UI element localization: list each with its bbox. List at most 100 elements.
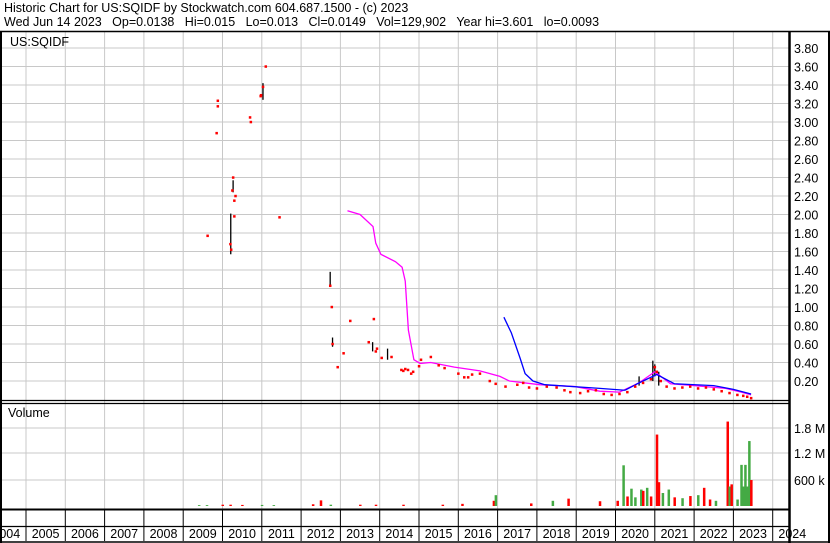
volume-bar bbox=[642, 490, 645, 506]
volume-bar bbox=[221, 504, 224, 506]
close-price-point bbox=[494, 382, 497, 386]
year-tick-label: 2005 bbox=[32, 527, 60, 541]
close-price-point bbox=[374, 350, 378, 353]
price-tick-label: 2.20 bbox=[794, 190, 818, 204]
year-tick-label: 2018 bbox=[543, 527, 571, 541]
year-tick-label: 2008 bbox=[150, 527, 178, 541]
chart-title: Historic Chart for US:SQIDF by Stockwatc… bbox=[4, 1, 409, 15]
close-price-point bbox=[411, 370, 415, 374]
close-price-point bbox=[633, 385, 637, 388]
volume-bar bbox=[319, 500, 323, 506]
moving-average-short-line bbox=[503, 316, 752, 395]
price-tick-label: 0.60 bbox=[794, 338, 818, 352]
close-price-point bbox=[720, 389, 723, 393]
volume-bar bbox=[702, 487, 706, 506]
year-tick-label: 2015 bbox=[425, 527, 453, 541]
volume-bar bbox=[728, 486, 731, 506]
close-price-point bbox=[569, 390, 572, 394]
close-price-point bbox=[330, 305, 334, 309]
volume-bar bbox=[311, 504, 315, 506]
close-price-point bbox=[404, 367, 407, 371]
volume-bar bbox=[740, 464, 743, 506]
price-tick-label: 2.40 bbox=[794, 172, 818, 186]
volume-bar bbox=[551, 500, 555, 506]
volume-bar bbox=[697, 495, 700, 506]
close-price-point bbox=[390, 355, 393, 359]
close-price-point bbox=[745, 395, 749, 399]
close-price-point bbox=[602, 392, 606, 396]
price-tick-label: 0.20 bbox=[794, 375, 818, 389]
volume-bar bbox=[657, 482, 661, 506]
price-tick-label: 0.40 bbox=[794, 357, 818, 371]
year-tick-label: 2009 bbox=[189, 527, 217, 541]
volume-bar bbox=[616, 500, 619, 506]
year-tick-label: 2013 bbox=[346, 527, 374, 541]
close-price-point bbox=[400, 368, 403, 372]
volume-bar bbox=[598, 501, 602, 506]
close-price-point bbox=[696, 387, 700, 390]
close-price-point bbox=[215, 131, 218, 135]
close-price-point bbox=[610, 393, 613, 397]
close-price-point bbox=[375, 347, 379, 350]
volume-bar bbox=[567, 498, 570, 506]
close-price-point bbox=[712, 388, 716, 391]
close-price-point bbox=[278, 216, 281, 219]
close-price-point bbox=[470, 373, 474, 376]
volume-bar bbox=[681, 498, 684, 506]
volume-bar bbox=[229, 504, 232, 506]
volume-bar bbox=[640, 489, 643, 506]
close-price-point bbox=[618, 392, 621, 396]
volume-tick-label: 1.2 M bbox=[794, 447, 825, 461]
year-tick-label: 2021 bbox=[660, 527, 688, 541]
close-price-point bbox=[749, 396, 753, 400]
close-price-point bbox=[655, 370, 659, 374]
close-price-point bbox=[216, 99, 220, 103]
price-tick-label: 2.60 bbox=[794, 153, 818, 167]
close-price-point bbox=[234, 194, 237, 198]
close-price-point bbox=[417, 365, 421, 368]
close-price-point bbox=[261, 85, 265, 89]
close-price-point bbox=[229, 242, 232, 246]
year-tick-label: 2022 bbox=[700, 527, 728, 541]
close-price-point bbox=[259, 93, 263, 97]
volume-bar bbox=[329, 504, 333, 506]
year-tick-label: 2012 bbox=[307, 527, 335, 541]
close-price-point bbox=[249, 120, 253, 124]
close-price-point bbox=[419, 358, 423, 362]
close-price-point bbox=[402, 369, 405, 373]
volume-bar bbox=[630, 488, 633, 506]
price-tick-label: 1.60 bbox=[794, 246, 818, 260]
price-tick-label: 1.80 bbox=[794, 227, 818, 241]
close-price-point bbox=[231, 176, 235, 179]
close-price-point bbox=[728, 391, 731, 395]
volume-bar bbox=[744, 464, 747, 506]
close-price-point bbox=[233, 215, 236, 218]
year-tick-label: 2019 bbox=[582, 527, 610, 541]
close-price-point bbox=[367, 340, 370, 344]
year-tick-label: 2004 bbox=[0, 527, 20, 541]
moving-average-long-line bbox=[347, 210, 752, 396]
close-price-point bbox=[216, 105, 220, 108]
price-tick-label: 3.00 bbox=[794, 116, 818, 130]
volume-bar bbox=[241, 504, 244, 506]
year-tick-label: 2016 bbox=[464, 527, 492, 541]
volume-bar bbox=[272, 505, 276, 506]
volume-bar bbox=[622, 465, 625, 506]
price-tick-label: 2.00 bbox=[794, 209, 818, 223]
close-price-point bbox=[336, 365, 339, 369]
volume-bar bbox=[742, 486, 745, 506]
close-price-point bbox=[563, 389, 566, 392]
close-price-point bbox=[688, 385, 692, 388]
year-tick-label: 2010 bbox=[228, 527, 256, 541]
volume-bar bbox=[492, 500, 496, 506]
volume-bar bbox=[461, 503, 464, 506]
volume-bar bbox=[667, 489, 671, 506]
year-tick-label: 2017 bbox=[503, 527, 531, 541]
close-price-point bbox=[233, 199, 236, 202]
close-price-point bbox=[488, 379, 492, 383]
year-tick-label: 2006 bbox=[71, 527, 99, 541]
price-tick-label: 0.80 bbox=[794, 320, 818, 334]
volume-bar bbox=[746, 486, 749, 506]
close-price-point bbox=[742, 394, 745, 398]
